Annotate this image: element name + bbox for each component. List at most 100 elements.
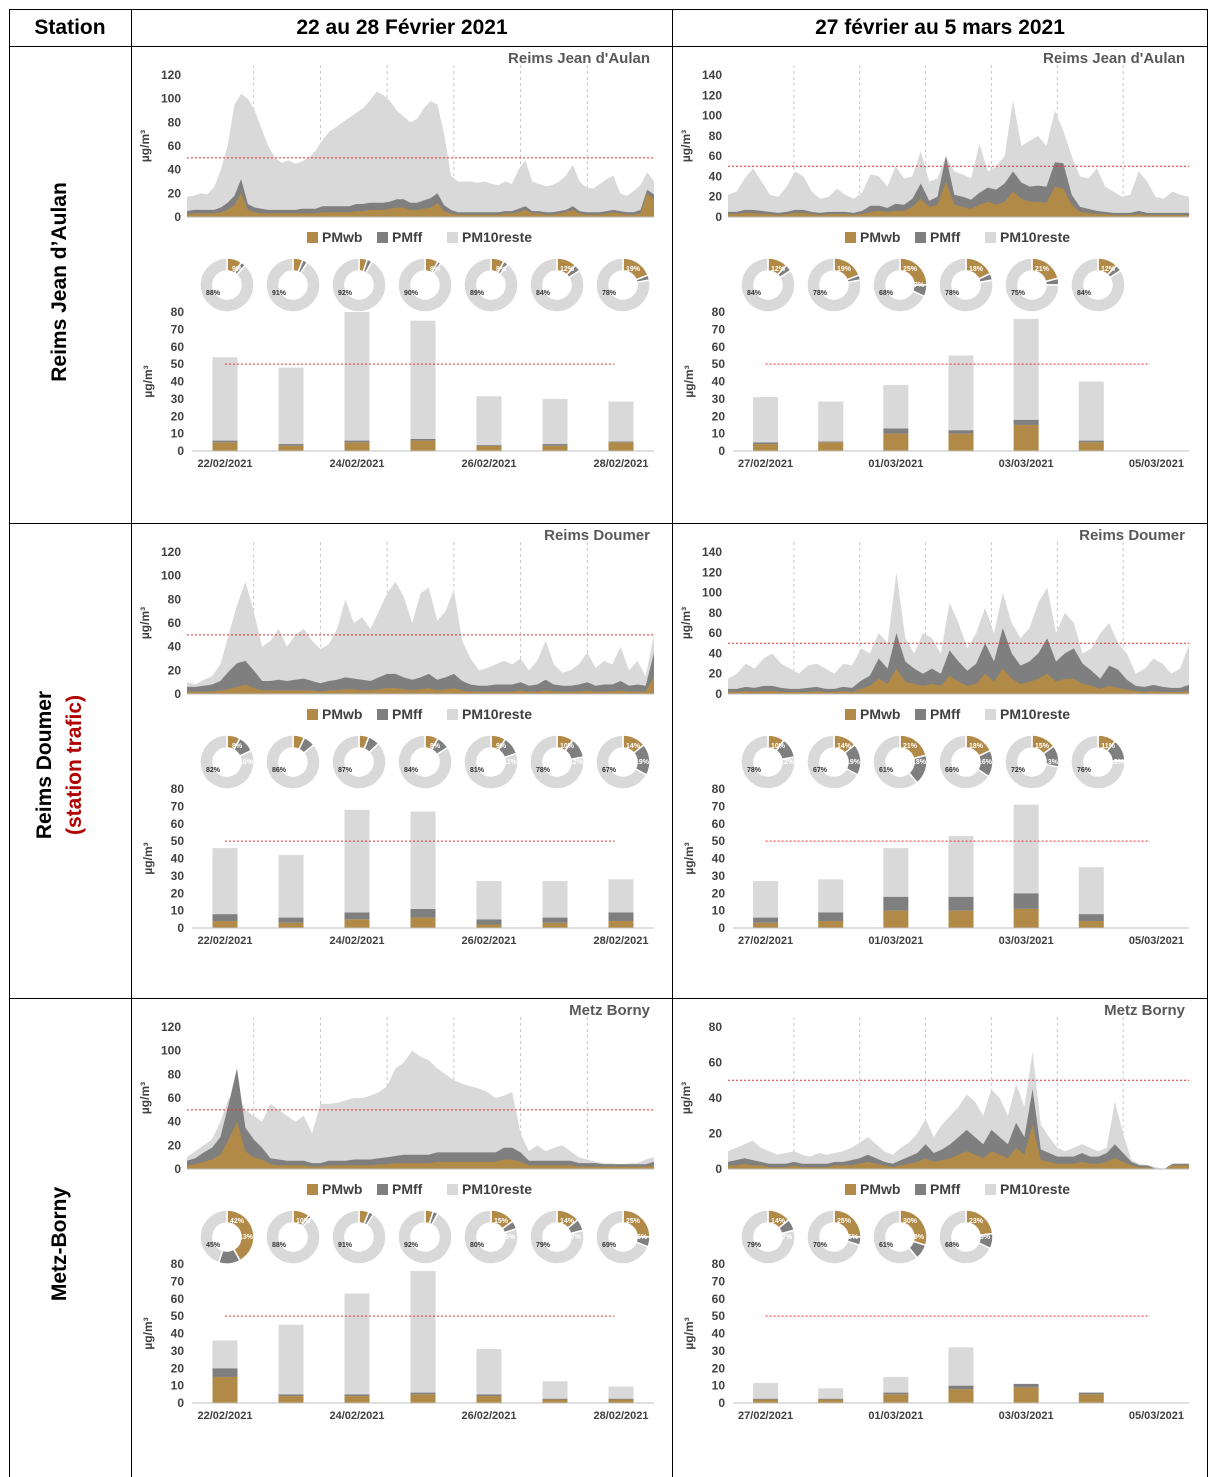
donut-slice-pm10reste	[529, 257, 585, 313]
y-axis-label: µg/m³	[138, 130, 152, 162]
donut-slice-pm10reste	[740, 1209, 796, 1265]
bar-segment-pmff	[948, 896, 974, 911]
donut-label-pmff: 9%	[980, 1234, 991, 1241]
y-tick-label: 60	[168, 1091, 182, 1105]
bar-segment-pm10reste	[948, 1347, 974, 1386]
donut-label-pmff: 9%	[914, 1234, 925, 1241]
donut-chart: 45% 42% 13%	[199, 1209, 255, 1265]
donut-slice-pm10reste	[938, 257, 994, 313]
legend-swatch	[985, 709, 996, 720]
y-tick-label: 0	[715, 210, 722, 224]
bar-segment-pmff	[1013, 893, 1039, 909]
row-label-metz-borny: Metz-Borny	[48, 1014, 72, 1474]
legend-swatch	[845, 1184, 856, 1195]
donut-slice-pm10reste	[595, 1209, 650, 1265]
legend-swatch	[307, 1184, 318, 1195]
bar-segment-pm10reste	[476, 1349, 502, 1395]
y-tick-label: 120	[161, 545, 181, 559]
header-period2: 27 février au 5 mars 2021	[815, 16, 1065, 39]
legend-swatch	[845, 232, 856, 243]
bar-segment-pm10reste	[344, 312, 370, 441]
donut-label-pm10reste: 78%	[602, 290, 617, 297]
donut-chart: 69% 25% 6%	[595, 1209, 651, 1265]
donut-chart: 78% 19%	[595, 257, 651, 313]
donut-chart: 78% 10% 12%	[740, 734, 796, 790]
y-tick-label: 30	[171, 1344, 185, 1358]
donut-label-pmwb: 8%	[232, 743, 243, 750]
donut-label-pmwb: 14%	[771, 1218, 786, 1225]
bar-segment-pmwb	[883, 910, 909, 928]
bar-segment-pm10reste	[753, 881, 779, 918]
bar-segment-pmwb	[278, 1396, 304, 1403]
x-tick-label: 24/02/2021	[329, 1410, 384, 1422]
donut-slice-pm10reste	[331, 1209, 387, 1265]
bar-segment-pm10reste	[278, 855, 304, 918]
legend-swatch	[447, 232, 458, 243]
donut-label-pmff: 7%	[782, 1234, 793, 1241]
bar-segment-pmwb	[542, 1399, 568, 1403]
donut-chart: 84% 12%	[1070, 257, 1126, 313]
legend-swatch	[377, 232, 388, 243]
row-label-text: Reims Doumer	[33, 690, 56, 840]
donut-slice-pm10reste	[463, 734, 519, 790]
bar-segment-pm10reste	[883, 384, 909, 429]
donut-label-pm10reste: 68%	[879, 290, 894, 297]
donut-chart: 84% 8%	[397, 734, 453, 790]
donut-label-pmwb: 10%	[560, 743, 575, 750]
donut-slice-pm10reste	[265, 734, 321, 790]
y-tick-label: 40	[712, 852, 726, 866]
donut-label-pmff: 5%	[848, 1234, 859, 1241]
donut-label-pmwb: 15%	[494, 1218, 509, 1225]
bar-segment-pmff	[410, 438, 436, 441]
donut-slice-pm10reste	[529, 734, 585, 790]
donut-chart: 91%	[331, 1209, 387, 1265]
x-tick-label: 22/02/2021	[197, 1410, 252, 1422]
y-tick-label: 0	[177, 444, 184, 458]
x-tick-label: 26/02/2021	[461, 935, 516, 947]
series-pmff-area	[728, 156, 1189, 217]
bar-segment-pmwb	[1078, 921, 1104, 928]
donut-label-pm10reste: 91%	[338, 1242, 353, 1249]
donut-chart: 67% 14% 19%	[595, 734, 651, 790]
bar-segment-pmwb	[410, 440, 436, 451]
bar-segment-pmwb	[818, 442, 844, 451]
donut-slice-pm10reste	[1004, 257, 1060, 313]
legend-swatch	[377, 1184, 388, 1195]
y-tick-label: 50	[712, 834, 726, 848]
y-tick-label: 10	[712, 427, 726, 441]
bar-segment-pmwb	[753, 922, 779, 928]
y-tick-label: 60	[168, 616, 182, 630]
donut-label-pm10reste: 76%	[1077, 767, 1092, 774]
y-tick-label: 50	[171, 357, 185, 371]
y-tick-label: 20	[168, 1138, 182, 1152]
y-tick-label: 20	[709, 667, 723, 681]
donut-slice-pm10reste	[265, 1209, 321, 1265]
donut-label-pmwb: 8%	[496, 266, 507, 273]
bar-segment-pmff	[476, 444, 502, 446]
legend-label: PM10reste	[462, 706, 532, 722]
y-tick-label: 30	[171, 392, 185, 406]
bar-segment-pmff	[948, 430, 974, 434]
y-tick-label: 0	[174, 687, 181, 701]
y-tick-label: 0	[715, 1162, 722, 1176]
donut-chart: 70% 25% 5%	[806, 1209, 862, 1265]
series-pmff-area	[187, 652, 654, 694]
y-tick-label: 40	[168, 163, 182, 177]
legend-label: PMwb	[860, 229, 900, 245]
donut-label-pmff: 7%	[914, 282, 925, 289]
donut-slice-pm10reste	[331, 734, 387, 790]
bar-segment-pm10reste	[753, 1383, 779, 1399]
x-tick-label: 28/02/2021	[593, 1410, 648, 1422]
y-tick-label: 80	[171, 782, 185, 796]
legend-label: PM10reste	[1000, 229, 1070, 245]
donut-label-pmwb: 21%	[903, 743, 918, 750]
series-pm10reste-area	[728, 100, 1189, 217]
row-label-text: Reims Jean d’Aulan	[48, 182, 71, 382]
donut-chart: 90% 8%	[397, 257, 453, 313]
donut-label-pmwb: 18%	[969, 266, 984, 273]
y-axis-label: µg/m³	[682, 1317, 696, 1349]
y-tick-label: 20	[712, 1361, 726, 1375]
x-tick-label: 03/03/2021	[999, 458, 1054, 470]
donut-label-pm10reste: 45%	[206, 1242, 221, 1249]
